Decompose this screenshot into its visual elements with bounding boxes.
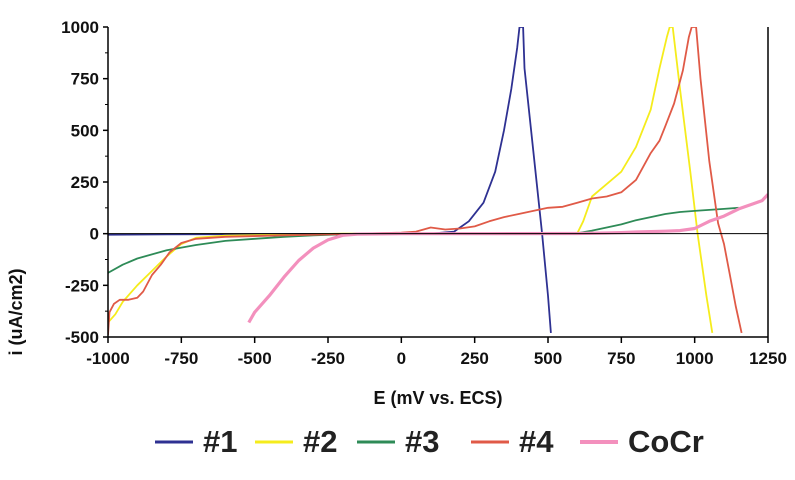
x-tick-label: 250 — [460, 349, 488, 368]
series-line-1 — [108, 27, 552, 333]
x-tick-label: 0 — [397, 349, 406, 368]
y-tick-label: 1000 — [61, 18, 99, 37]
x-tick-label: 1250 — [749, 349, 787, 368]
x-tick-label: 1000 — [676, 349, 714, 368]
legend-label: CoCr — [628, 424, 704, 459]
legend-label: #3 — [405, 424, 439, 459]
series-line-5 — [247, 193, 768, 324]
series-line-2 — [108, 27, 714, 334]
x-tick-label: -1000 — [86, 349, 129, 368]
x-tick-label: -500 — [238, 349, 272, 368]
y-tick-label: -500 — [65, 328, 99, 347]
series-line-3 — [108, 206, 739, 274]
y-tick-label: 750 — [71, 70, 99, 89]
y-axis-title: i (uA/cm2) — [6, 268, 26, 355]
y-tick-label: 250 — [71, 173, 99, 192]
x-tick-label: -250 — [311, 349, 345, 368]
y-tick-label: -250 — [65, 276, 99, 295]
legend-label: #1 — [203, 424, 237, 459]
y-tick-label: 0 — [90, 225, 99, 244]
legend-label: #2 — [303, 424, 337, 459]
axes-layer: -500 -250 0 250 500 750 1000 -1000 -750 -500 -250 0… — [61, 18, 787, 368]
x-tick-label: -750 — [164, 349, 198, 368]
x-tick-label: 500 — [534, 349, 562, 368]
series-layer — [108, 27, 768, 335]
series-line-4 — [108, 27, 743, 335]
legend-label: #4 — [519, 424, 554, 459]
legend: #1 #2 #3 #4 CoCr — [155, 424, 704, 459]
x-axis-title: E (mV vs. ECS) — [373, 388, 502, 408]
x-tick-label: 750 — [607, 349, 635, 368]
y-tick-label: 500 — [71, 121, 99, 140]
